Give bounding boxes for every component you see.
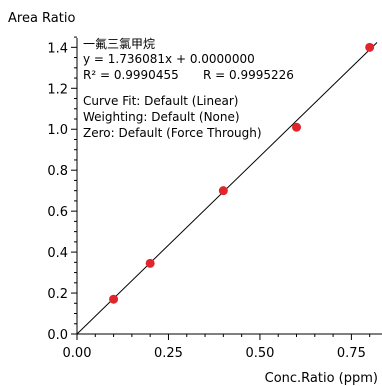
zero-label: Zero: Default (Force Through)	[83, 126, 262, 140]
x-axis-title: Conc.Ratio (ppm)	[265, 371, 378, 386]
curve-fit-label: Curve Fit: Default (Linear)	[83, 94, 238, 108]
y-tick-label: 0.0	[47, 328, 68, 343]
y-tick-label: 1.2	[47, 82, 68, 97]
y-tick-label: 0.2	[47, 287, 68, 302]
data-point	[218, 186, 228, 196]
y-axis-title: Area Ratio	[8, 11, 75, 26]
ticks-group	[71, 36, 371, 340]
data-points-group	[109, 42, 375, 304]
y-tick-label: 1.0	[47, 123, 68, 138]
x-tick-label: 0.00	[63, 346, 92, 361]
compound-name: 一氟三氯甲烷	[83, 37, 155, 51]
tick-labels-group: 0.0 0.2 0.4 0.6 0.8 1.0 1.2 1.4 0.00 0.25 0.50 0.75	[47, 41, 366, 361]
x-tick-label: 0.25	[154, 346, 183, 361]
y-tick-label: 0.4	[47, 246, 68, 261]
weighting-label: Weighting: Default (None)	[83, 110, 240, 124]
r-value: R = 0.9995226	[203, 68, 294, 82]
y-tick-label: 0.8	[47, 164, 68, 179]
x-tick-label: 0.50	[245, 346, 274, 361]
data-point	[109, 294, 119, 304]
r-squared: R² = 0.9990455	[83, 68, 179, 82]
data-point	[292, 122, 302, 132]
data-point	[145, 258, 155, 268]
x-tick-label: 0.75	[337, 346, 366, 361]
y-tick-label: 1.4	[47, 41, 68, 56]
y-tick-label: 0.6	[47, 205, 68, 220]
data-point	[365, 42, 375, 52]
regression-equation: y = 1.736081x + 0.0000000	[83, 52, 255, 66]
